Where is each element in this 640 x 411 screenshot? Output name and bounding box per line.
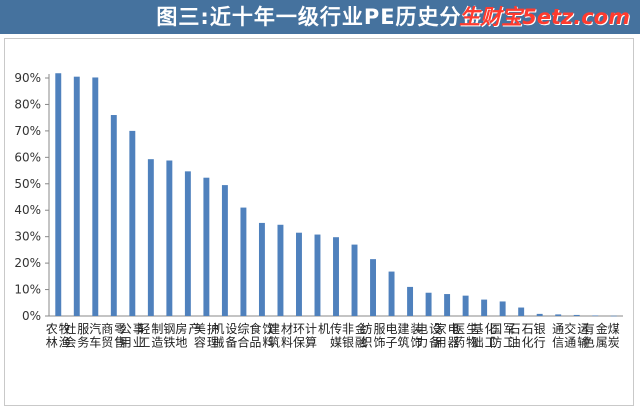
x-tick-label: 公用事业	[120, 322, 145, 350]
x-tick-label: 钢铁	[163, 322, 175, 350]
bar	[110, 115, 117, 317]
bar	[555, 314, 562, 316]
x-tick-label: 家用电器	[435, 321, 460, 350]
bar	[592, 315, 599, 317]
y-tick-label: 30%	[14, 230, 41, 244]
bar-chart: 0% 10% 20% 30% 40% 50% 60% 70% 80% 90% 农林牧渔社会服务汽车商…	[14, 71, 623, 350]
x-tick-label: 银行	[534, 322, 546, 350]
x-tick-label: 传媒	[330, 321, 342, 350]
bar	[610, 315, 617, 317]
x-tick-label: 计算机	[305, 322, 330, 350]
bar	[166, 160, 173, 316]
x-tick-label: 房地产	[175, 321, 200, 350]
x-tick-label: 建筑材料	[268, 322, 293, 350]
bar	[184, 171, 191, 316]
bar	[55, 73, 62, 316]
bar	[277, 224, 284, 316]
x-tick-label: 建筑装饰	[398, 322, 423, 350]
x-tick-label: 有色金属	[583, 321, 608, 350]
x-tick-label: 通信	[552, 322, 564, 350]
bar	[444, 294, 451, 316]
x-tick-label: 基础化工	[472, 322, 497, 350]
bar	[462, 295, 469, 316]
bar	[407, 286, 414, 316]
bar	[221, 185, 228, 316]
bar	[425, 292, 432, 316]
x-tick-label: 国防军工	[490, 322, 515, 350]
bar	[147, 159, 154, 316]
y-tick-label: 20%	[14, 256, 41, 270]
bar	[370, 259, 376, 316]
x-tick-label: 煤炭	[608, 322, 620, 350]
x-tick-label: 环保	[293, 322, 305, 350]
bar	[333, 237, 339, 316]
bar	[351, 244, 358, 316]
bar	[573, 314, 580, 316]
x-tick-label: 医药生物	[453, 322, 478, 350]
x-tick-label: 非银金融	[342, 321, 367, 350]
y-tick-label: 90%	[14, 71, 41, 85]
y-tick-label: 70%	[14, 124, 41, 138]
x-tick-label: 食品饮料	[249, 321, 274, 350]
x-tick-label: 纺织服饰	[361, 322, 386, 350]
x-tick-label: 轻工制造	[138, 322, 163, 350]
x-tick-label: 机械设备	[212, 322, 237, 350]
x-tick-label: 汽车	[89, 321, 101, 350]
y-tick-label: 10%	[14, 283, 41, 297]
bar	[73, 76, 80, 317]
bar	[240, 207, 247, 316]
bar	[129, 130, 136, 316]
x-tick-label: 商贸零售	[101, 321, 126, 350]
chart-panel: 0% 10% 20% 30% 40% 50% 60% 70% 80% 90% 农林牧渔 社会服务 汽车商…	[4, 38, 634, 406]
y-tick-label: 80%	[14, 97, 41, 111]
bar	[518, 307, 525, 316]
x-tick-label: 石油石化	[509, 322, 534, 350]
title-banner	[0, 0, 640, 34]
x-tick-label: 农林牧渔	[46, 322, 71, 350]
bar	[296, 232, 302, 316]
bar	[388, 271, 395, 316]
y-tick-label: 60%	[14, 150, 41, 164]
y-tick-label: 50%	[14, 177, 41, 191]
y-tick-label: 0%	[22, 309, 41, 323]
x-tick-label: 社会服务	[64, 321, 89, 350]
x-tick-label: 电子	[386, 322, 398, 350]
x-tick-label: 电力设备	[416, 322, 441, 350]
bar	[203, 177, 210, 316]
x-tick-label: 综合	[237, 322, 249, 350]
bar	[92, 77, 99, 316]
x-tick-label: 交通运输	[564, 321, 589, 350]
bar	[481, 299, 488, 316]
chart-title: 图三:近十年一级行业PE历史分位	[156, 5, 484, 29]
bar	[536, 313, 543, 316]
x-tick-label: 美容护理	[194, 322, 219, 350]
watermark-logo: 生财宝5etz.com	[459, 5, 630, 29]
bar	[258, 222, 265, 316]
y-tick-label: 40%	[14, 203, 41, 217]
bar	[314, 234, 321, 316]
bar	[499, 301, 506, 316]
